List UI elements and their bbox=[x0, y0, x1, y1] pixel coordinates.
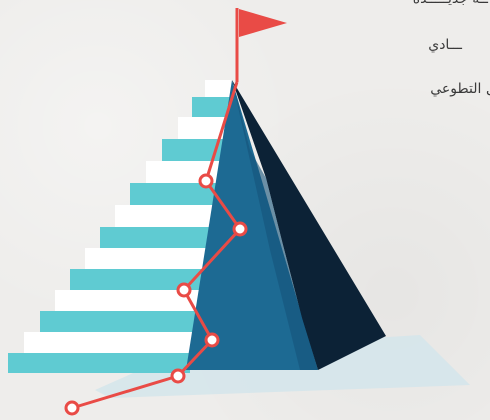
caption-line-2: ـــادي bbox=[428, 37, 462, 53]
path-nodes bbox=[64, 173, 248, 416]
mountain-mid-face bbox=[232, 80, 318, 370]
path-node-icon bbox=[198, 173, 214, 189]
mountain-dark-face bbox=[232, 80, 386, 370]
flag-icon bbox=[235, 8, 287, 82]
path-node-icon bbox=[170, 368, 186, 384]
caption-line-3: ل التطوعي bbox=[430, 81, 490, 97]
path-node-icon bbox=[64, 400, 80, 416]
path-node-icon bbox=[232, 221, 248, 237]
caption-line-1: ــة جديـــــدة bbox=[413, 0, 488, 8]
mountain-icon bbox=[186, 80, 386, 370]
path-node-icon bbox=[176, 282, 192, 298]
path-node-icon bbox=[204, 332, 220, 348]
stairs-icon bbox=[8, 80, 232, 373]
